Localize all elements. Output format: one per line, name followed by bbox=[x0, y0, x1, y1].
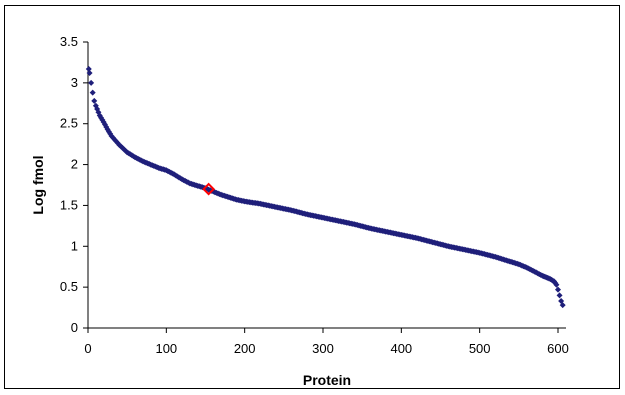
data-point bbox=[103, 123, 110, 130]
y-tick-label: 1 bbox=[71, 238, 78, 253]
data-points bbox=[85, 65, 566, 309]
x-tick-label: 0 bbox=[84, 341, 91, 356]
y-axis-title: Log fmol bbox=[30, 155, 46, 214]
y-tick-label: 1.5 bbox=[60, 197, 78, 212]
data-point bbox=[85, 65, 92, 72]
x-tick-label: 400 bbox=[390, 341, 412, 356]
x-tick-label: 300 bbox=[312, 341, 334, 356]
x-tick-label: 100 bbox=[155, 341, 177, 356]
y-tick-label: 0.5 bbox=[60, 279, 78, 294]
y-tick-label: 3.5 bbox=[60, 34, 78, 49]
data-point bbox=[122, 147, 129, 154]
data-point bbox=[91, 97, 98, 104]
highlighted-data-point bbox=[202, 182, 216, 196]
ticks: 0 0.5 1 1.5 2 2.5 3 3.5 0 100 200 300 400 500 600 bbox=[60, 34, 569, 356]
data-point bbox=[86, 70, 93, 77]
data-point bbox=[555, 286, 561, 293]
data-point bbox=[553, 281, 560, 288]
x-tick-label: 200 bbox=[234, 341, 256, 356]
data-point bbox=[559, 302, 566, 309]
y-tick-label: 3 bbox=[71, 75, 78, 90]
data-point bbox=[556, 292, 563, 299]
axes bbox=[87, 42, 566, 329]
x-axis-title: Protein bbox=[303, 372, 351, 388]
y-tick-label: 2 bbox=[71, 157, 78, 172]
data-point bbox=[89, 89, 96, 96]
x-tick-label: 600 bbox=[547, 341, 569, 356]
y-tick-label: 2.5 bbox=[60, 116, 78, 131]
y-tick-label: 0 bbox=[71, 320, 78, 335]
data-point bbox=[88, 79, 95, 86]
x-tick-label: 500 bbox=[469, 341, 491, 356]
chart-frame bbox=[4, 5, 620, 389]
